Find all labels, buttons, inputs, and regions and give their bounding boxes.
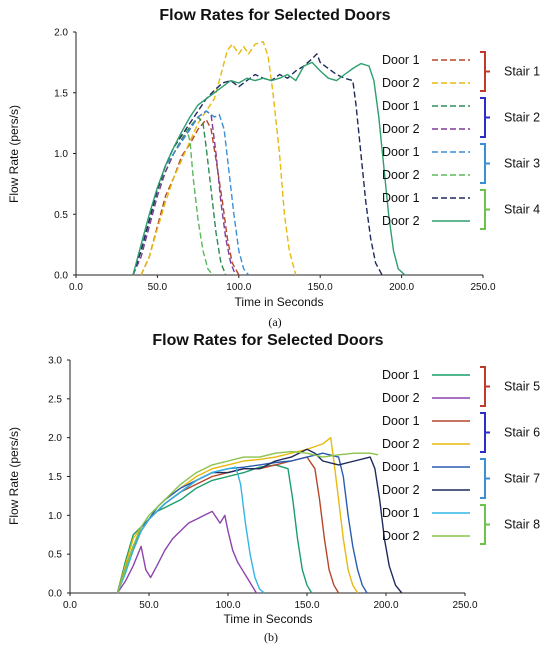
x-tick-label: 0.0	[63, 600, 77, 611]
chart-title: Flow Rates for Selected Doors	[152, 332, 383, 349]
y-tick-label: 1.0	[48, 511, 62, 522]
y-tick-label: 2.0	[48, 433, 62, 444]
series-line-6	[132, 128, 214, 276]
series-line-7	[116, 466, 265, 594]
series-line-7	[132, 53, 383, 276]
stair-bracket	[480, 412, 486, 453]
chart-b: Flow Rates for Selected Doors 0.0 50.0 100…	[7, 332, 540, 644]
legend-label: Door 1	[382, 191, 420, 205]
legend-label: Door 2	[382, 437, 420, 451]
stair-label: Stair 7	[504, 472, 540, 486]
y-tick-label: 1.5	[54, 88, 68, 99]
series-line-8	[116, 450, 379, 594]
stair-label: Stair 5	[504, 380, 540, 394]
series-line-8	[132, 61, 406, 276]
y-tick-label: 0.5	[48, 550, 62, 561]
caption: (b)	[264, 630, 278, 644]
series-line-3	[116, 456, 340, 594]
legend-label: Door 1	[382, 506, 420, 520]
x-tick-label: 50.0	[139, 600, 159, 611]
x-tick-label: 150.0	[294, 600, 319, 611]
x-tick-label: 200.0	[389, 282, 414, 293]
y-axis-label: Flow Rate (pers/s)	[7, 105, 21, 203]
x-tick-label: 0.0	[69, 282, 83, 293]
legend-label: Door 2	[382, 529, 420, 543]
caption: (a)	[268, 315, 281, 329]
x-tick-label: 250.0	[470, 282, 495, 293]
stair-bracket	[480, 143, 486, 184]
legend-label: Door 1	[382, 145, 420, 159]
legend-label: Door 1	[382, 99, 420, 113]
x-tick-label: 100.0	[226, 282, 251, 293]
x-tick-label: 200.0	[373, 600, 398, 611]
stair-bracket	[480, 97, 486, 138]
series-line-5	[132, 110, 250, 276]
y-tick-label: 3.0	[48, 356, 62, 367]
stair-bracket	[480, 51, 486, 92]
y-tick-label: 0.0	[54, 271, 68, 282]
x-tick-label: 250.0	[452, 600, 477, 611]
legend-label: Door 1	[382, 414, 420, 428]
stair-label: Stair 2	[504, 111, 540, 125]
chart-a: Flow Rates for Selected Doors 0.0 50.0 100…	[7, 7, 540, 329]
x-tick-label: 150.0	[308, 282, 333, 293]
stair-label: Stair 3	[504, 157, 540, 171]
series-line-2	[116, 510, 257, 594]
x-tick-label: 100.0	[215, 600, 240, 611]
stair-bracket	[480, 504, 486, 545]
chart-title: Flow Rates for Selected Doors	[159, 7, 390, 24]
y-tick-label: 0.0	[48, 589, 62, 600]
stair-label: Stair 1	[504, 65, 540, 79]
stair-bracket	[480, 366, 486, 407]
y-tick-label: 2.0	[54, 28, 68, 39]
stair-bracket	[480, 458, 486, 499]
stair-label: Stair 4	[504, 203, 540, 217]
stair-label: Stair 8	[504, 518, 540, 532]
stair-label: Stair 6	[504, 426, 540, 440]
y-tick-label: 1.5	[48, 472, 62, 483]
stair-bracket	[480, 189, 486, 230]
series-line-6	[116, 448, 403, 594]
y-tick-label: 1.0	[54, 149, 68, 160]
y-tick-label: 0.5	[54, 210, 68, 221]
legend-label: Door 2	[382, 483, 420, 497]
legend-label: Door 2	[382, 122, 420, 136]
legend-label: Door 1	[382, 460, 420, 474]
x-axis-label: Time in Seconds	[235, 295, 324, 309]
legend-label: Door 2	[382, 76, 420, 90]
y-tick-label: 2.5	[48, 394, 62, 405]
legend-label: Door 1	[382, 368, 420, 382]
series-line-3	[132, 116, 227, 276]
legend-label: Door 2	[382, 391, 420, 405]
legend-label: Door 2	[382, 214, 420, 228]
series-line-1	[116, 464, 313, 594]
y-axis-label: Flow Rate (pers/s)	[7, 427, 21, 525]
x-axis-label: Time in Seconds	[224, 612, 313, 626]
series-line-1	[140, 118, 240, 276]
x-tick-label: 50.0	[148, 282, 168, 293]
legend-label: Door 1	[382, 53, 420, 67]
series-line-2	[140, 41, 297, 276]
legend-label: Door 2	[382, 168, 420, 182]
